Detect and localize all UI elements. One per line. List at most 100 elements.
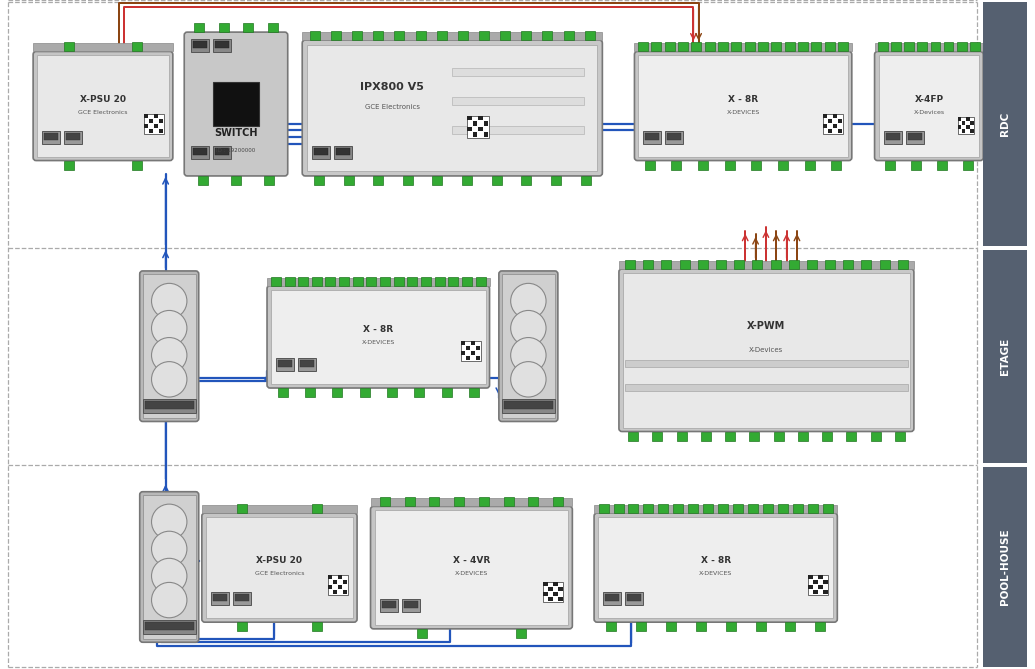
Bar [543,582,563,602]
Bar [680,260,689,269]
FancyBboxPatch shape [875,52,983,161]
Bar [816,622,825,631]
Bar [677,432,686,440]
Bar [452,68,585,76]
Bar [748,504,758,513]
Bar [837,128,842,133]
Bar [300,360,314,367]
Bar [966,125,970,129]
Bar [307,45,597,171]
Bar [623,273,910,427]
Bar [837,118,842,123]
Bar [462,176,472,185]
Bar [798,43,808,52]
Bar [64,43,75,52]
Bar [218,23,229,32]
Bar [639,43,648,52]
Bar [823,114,827,118]
Bar [231,176,241,185]
Bar [158,118,164,123]
FancyBboxPatch shape [202,513,357,622]
Bar [37,56,169,157]
Bar [838,43,848,52]
Bar [454,498,464,506]
Bar [380,599,397,612]
Bar [278,360,292,367]
Bar [778,161,788,169]
Bar [763,504,773,513]
Bar [416,31,425,40]
Bar [471,351,475,355]
Bar [886,132,899,140]
Bar [215,148,229,155]
Text: ID : 19200000: ID : 19200000 [216,148,256,153]
Bar [483,132,489,136]
Bar [473,132,477,136]
FancyBboxPatch shape [499,271,558,421]
Circle shape [151,559,187,593]
Bar [823,580,828,585]
Bar [628,432,638,440]
Bar [243,23,254,32]
Bar [64,130,82,144]
Bar [336,148,350,155]
Bar [930,43,941,52]
Bar [598,517,833,618]
Bar [958,117,974,134]
Bar [285,277,295,286]
Bar [500,31,510,40]
Bar [466,346,470,351]
Bar [652,432,662,440]
Text: SWITCH: SWITCH [214,128,258,138]
Bar [158,128,164,133]
Bar [313,504,322,513]
Circle shape [151,362,187,397]
Bar [492,176,502,185]
Bar [333,590,337,595]
Bar [276,358,294,371]
Bar [366,277,377,286]
Bar [515,629,526,638]
Bar [143,494,196,640]
Bar [338,585,343,589]
FancyBboxPatch shape [33,52,173,161]
Bar [206,517,353,618]
Bar [895,432,905,440]
Bar [328,575,348,595]
Bar [734,260,744,269]
Bar [798,432,807,440]
Bar [944,43,953,52]
Bar [811,43,822,52]
Bar [585,31,595,40]
Bar [962,130,966,133]
Bar [786,622,796,631]
Bar [452,97,585,105]
Bar [718,504,729,513]
Bar [131,161,142,169]
FancyBboxPatch shape [371,506,572,629]
Bar [315,148,328,155]
Bar [414,388,424,397]
Bar [822,432,832,440]
Text: GCE Electronics: GCE Electronics [255,571,304,576]
Bar [371,498,572,506]
Text: X-PSU 20: X-PSU 20 [80,94,126,104]
Bar [605,594,619,601]
Bar [461,351,465,355]
Bar [581,176,591,185]
Text: X - 8R: X - 8R [363,325,393,334]
Bar [466,356,470,361]
Bar [808,575,828,595]
Circle shape [151,284,187,318]
Bar [627,594,641,601]
Bar [634,43,852,52]
FancyBboxPatch shape [302,40,602,176]
Bar [808,585,812,589]
Bar [688,504,699,513]
Bar [879,43,888,52]
Bar [144,114,148,118]
Bar [983,2,1027,246]
Bar [625,592,643,605]
Bar [143,620,196,634]
Bar [785,43,795,52]
